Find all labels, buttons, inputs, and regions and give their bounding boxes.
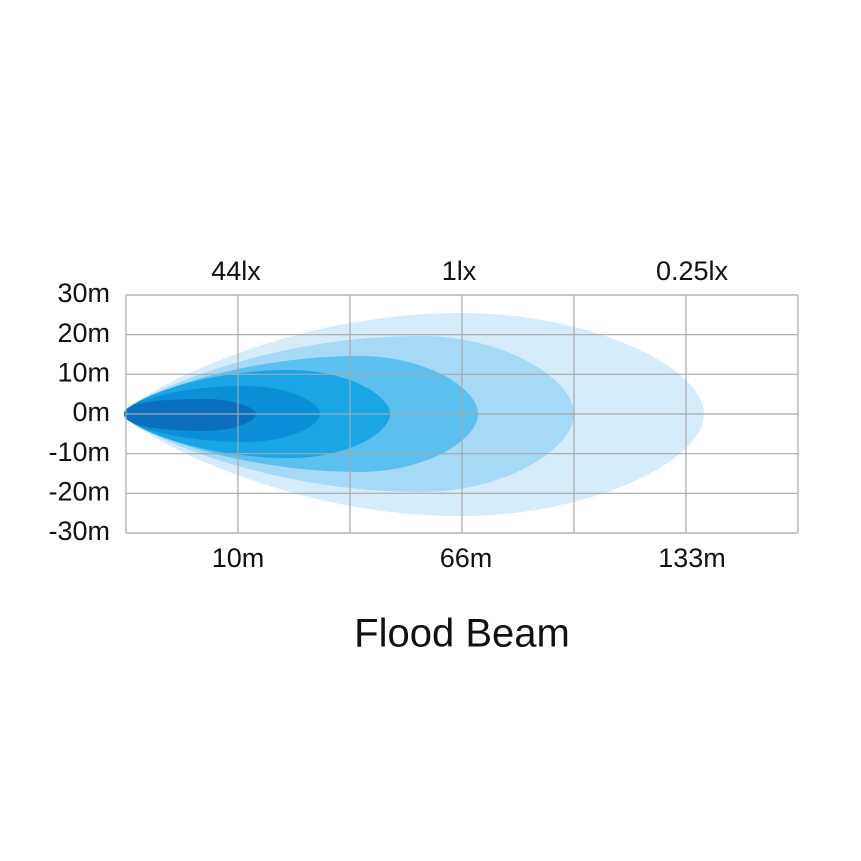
lux-label: 0.25lx: [656, 256, 729, 286]
lux-label: 1lx: [442, 256, 477, 286]
distance-label: 133m: [658, 543, 726, 573]
lux-label: 44lx: [211, 256, 261, 286]
beam-zone: [124, 399, 256, 431]
y-label: -30m: [48, 516, 110, 546]
y-label: 0m: [72, 397, 110, 427]
distance-label: 10m: [212, 543, 265, 573]
title: Flood Beam: [354, 612, 570, 656]
y-label: 10m: [57, 357, 110, 387]
y-label: -20m: [48, 476, 110, 506]
grid: [125, 294, 799, 534]
y-label: -10m: [48, 437, 110, 467]
distance-label: 66m: [440, 543, 493, 573]
y-label: 20m: [57, 318, 110, 348]
y-label: 30m: [57, 278, 110, 308]
